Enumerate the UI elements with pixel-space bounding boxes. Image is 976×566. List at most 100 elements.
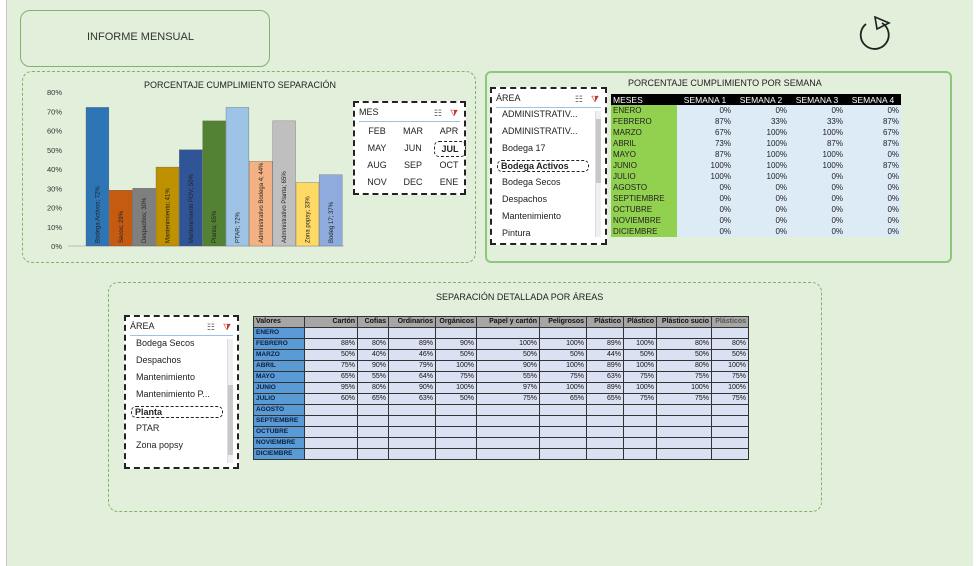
value-cell[interactable] bbox=[304, 437, 358, 449]
value-cell[interactable]: 33% bbox=[733, 116, 789, 127]
value-cell[interactable]: 80% bbox=[357, 382, 389, 394]
value-cell[interactable] bbox=[539, 415, 587, 427]
report-title-box[interactable]: INFORME MENSUAL bbox=[20, 10, 270, 67]
month-cell[interactable]: OCTUBRE bbox=[253, 426, 305, 438]
month-cell[interactable]: AGOSTO bbox=[611, 182, 677, 193]
value-cell[interactable] bbox=[435, 327, 477, 339]
value-cell[interactable]: 65% bbox=[304, 371, 358, 383]
value-cell[interactable] bbox=[304, 426, 358, 438]
area-option[interactable]: Bodega Activos bbox=[497, 160, 589, 172]
value-cell[interactable]: 87% bbox=[845, 138, 901, 149]
value-cell[interactable]: 60% bbox=[304, 393, 358, 405]
value-cell[interactable]: 88% bbox=[304, 338, 358, 350]
value-cell[interactable]: 87% bbox=[845, 160, 901, 171]
value-cell[interactable]: 0% bbox=[733, 204, 789, 215]
clear-filter-icon[interactable]: ⧩ bbox=[449, 108, 458, 118]
value-cell[interactable]: 0% bbox=[677, 105, 733, 116]
value-cell[interactable]: 0% bbox=[789, 105, 845, 116]
value-cell[interactable]: 0% bbox=[733, 182, 789, 193]
value-cell[interactable]: 100% bbox=[789, 160, 845, 171]
scroll-thumb[interactable] bbox=[228, 385, 233, 455]
value-cell[interactable] bbox=[656, 426, 712, 438]
value-cell[interactable] bbox=[435, 437, 477, 449]
value-cell[interactable] bbox=[656, 448, 712, 460]
value-cell[interactable]: 0% bbox=[845, 182, 901, 193]
month-cell[interactable]: MARZO bbox=[253, 349, 305, 361]
month-cell[interactable]: NOVIEMBRE bbox=[611, 215, 677, 226]
column-header[interactable]: Plásticos bbox=[711, 316, 749, 328]
value-cell[interactable]: 0% bbox=[789, 226, 845, 237]
month-cell[interactable]: OCTUBRE bbox=[611, 204, 677, 215]
value-cell[interactable]: 80% bbox=[656, 360, 712, 372]
value-cell[interactable]: 100% bbox=[711, 382, 749, 394]
value-cell[interactable] bbox=[476, 437, 540, 449]
value-cell[interactable]: 100% bbox=[733, 160, 789, 171]
month-cell[interactable]: JULIO bbox=[253, 393, 305, 405]
value-cell[interactable]: 89% bbox=[586, 360, 624, 372]
value-cell[interactable] bbox=[586, 448, 624, 460]
value-cell[interactable]: 0% bbox=[677, 193, 733, 204]
value-cell[interactable]: 100% bbox=[733, 171, 789, 182]
value-cell[interactable]: 33% bbox=[789, 116, 845, 127]
value-cell[interactable]: 100% bbox=[733, 149, 789, 160]
month-cell[interactable]: FEBRERO bbox=[253, 338, 305, 350]
value-cell[interactable] bbox=[304, 415, 358, 427]
value-cell[interactable]: 100% bbox=[539, 360, 587, 372]
value-cell[interactable] bbox=[711, 404, 749, 416]
month-cell[interactable]: ENERO bbox=[253, 327, 305, 339]
area-option[interactable]: Zona popsy bbox=[136, 440, 184, 450]
value-cell[interactable]: 50% bbox=[476, 349, 540, 361]
detail-area-scrollbar[interactable] bbox=[227, 339, 233, 463]
value-cell[interactable] bbox=[586, 415, 624, 427]
value-cell[interactable] bbox=[656, 437, 712, 449]
month-cell[interactable]: DICIEMBRE bbox=[611, 226, 677, 237]
value-cell[interactable] bbox=[711, 426, 749, 438]
area-option[interactable]: Mantenimiento bbox=[136, 372, 196, 382]
value-cell[interactable]: 97% bbox=[476, 382, 540, 394]
value-cell[interactable] bbox=[623, 426, 657, 438]
month-cell[interactable]: JUNIO bbox=[611, 160, 677, 171]
value-cell[interactable]: 50% bbox=[435, 349, 477, 361]
value-cell[interactable]: 75% bbox=[435, 371, 477, 383]
value-cell[interactable]: 100% bbox=[623, 360, 657, 372]
value-cell[interactable] bbox=[388, 448, 436, 460]
value-cell[interactable] bbox=[711, 437, 749, 449]
value-cell[interactable]: 0% bbox=[845, 149, 901, 160]
column-header[interactable]: Plástico sucio bbox=[656, 316, 712, 328]
value-cell[interactable]: 90% bbox=[357, 360, 389, 372]
value-cell[interactable]: 55% bbox=[357, 371, 389, 383]
month-button-may[interactable]: MAY bbox=[367, 143, 387, 153]
value-cell[interactable] bbox=[357, 404, 389, 416]
month-button-dec[interactable]: DEC bbox=[403, 177, 423, 187]
value-cell[interactable] bbox=[623, 415, 657, 427]
value-cell[interactable]: 80% bbox=[656, 338, 712, 350]
value-cell[interactable]: 50% bbox=[623, 349, 657, 361]
value-cell[interactable]: 0% bbox=[845, 171, 901, 182]
month-button-jun[interactable]: JUN bbox=[404, 143, 422, 153]
month-cell[interactable]: JULIO bbox=[611, 171, 677, 182]
value-cell[interactable]: 79% bbox=[388, 360, 436, 372]
value-cell[interactable]: 0% bbox=[845, 193, 901, 204]
value-cell[interactable]: 100% bbox=[789, 149, 845, 160]
value-cell[interactable] bbox=[388, 404, 436, 416]
month-cell[interactable]: AGOSTO bbox=[253, 404, 305, 416]
month-button-aug[interactable]: AUG bbox=[367, 160, 387, 170]
value-cell[interactable] bbox=[656, 415, 712, 427]
value-cell[interactable]: 0% bbox=[733, 226, 789, 237]
value-cell[interactable] bbox=[357, 437, 389, 449]
month-cell[interactable]: JUNIO bbox=[253, 382, 305, 394]
value-cell[interactable]: 0% bbox=[677, 204, 733, 215]
value-cell[interactable]: 75% bbox=[539, 371, 587, 383]
value-cell[interactable] bbox=[586, 437, 624, 449]
multi-select-icon[interactable]: ☷ bbox=[206, 322, 215, 332]
value-cell[interactable] bbox=[711, 327, 749, 339]
month-cell[interactable]: ABRIL bbox=[611, 138, 677, 149]
value-cell[interactable] bbox=[656, 404, 712, 416]
value-cell[interactable]: 50% bbox=[304, 349, 358, 361]
area-option[interactable]: Despachos bbox=[502, 194, 548, 204]
month-cell[interactable]: MAYO bbox=[611, 149, 677, 160]
value-cell[interactable]: 0% bbox=[845, 215, 901, 226]
value-cell[interactable] bbox=[623, 448, 657, 460]
value-cell[interactable] bbox=[711, 415, 749, 427]
multi-select-icon[interactable]: ☷ bbox=[433, 108, 442, 118]
